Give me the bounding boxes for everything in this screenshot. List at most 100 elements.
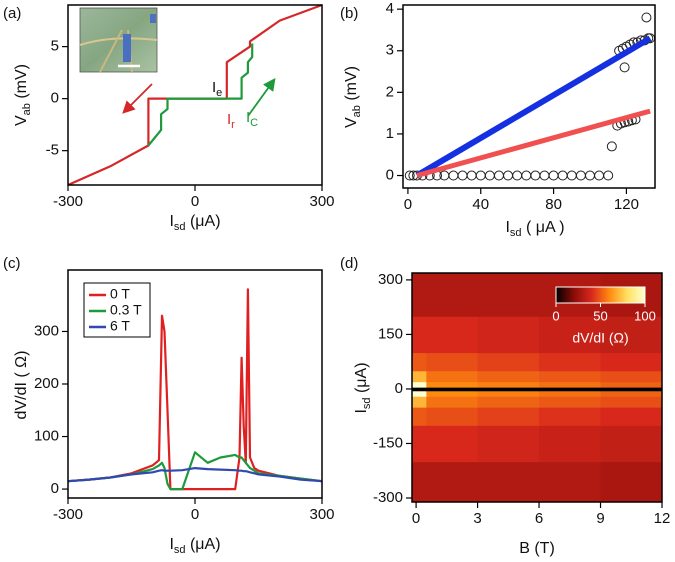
y-axis-label: Vab (mV): [343, 66, 363, 128]
scatter-point: [404, 170, 415, 181]
scatter-point: [557, 170, 568, 181]
heat-cell: [426, 316, 479, 354]
data-line: [67, 467, 323, 483]
heat-cell: [477, 352, 540, 372]
x-tick-label: 9: [596, 510, 604, 527]
scatter-point: [548, 170, 559, 181]
y-tick-label: 0: [386, 166, 394, 183]
heat-cell: [477, 396, 540, 408]
heat-cell: [426, 381, 479, 388]
x-tick-label: 0: [191, 506, 199, 523]
y-tick-label: 0: [395, 380, 403, 397]
scatter-point: [606, 141, 617, 152]
heat-cell: [477, 370, 540, 383]
heat-cell: [426, 407, 479, 426]
heat-cell: [412, 425, 427, 463]
heat-cell: [600, 381, 663, 388]
scatter-point: [641, 12, 652, 23]
data-line: [416, 108, 651, 178]
scatter-point: [457, 170, 468, 181]
subscript: sd: [510, 227, 522, 239]
x-tick-label: 0: [412, 510, 420, 527]
x-axis-label: B (T): [519, 540, 555, 557]
subscript: sd: [361, 397, 373, 409]
heat-cell: [477, 387, 540, 392]
label-part: I: [246, 109, 250, 126]
label-part: I: [505, 219, 509, 236]
heat-cell: [412, 407, 427, 426]
annotation: Ir: [227, 111, 235, 131]
scatter-point: [503, 170, 514, 181]
scatter-point: [521, 170, 532, 181]
label-part: (μA): [353, 362, 370, 397]
y-tick-label: -150: [373, 434, 403, 451]
y-tick-label: -300: [373, 489, 403, 506]
data-line: [67, 451, 323, 491]
y-tick-label: 200: [34, 375, 59, 392]
label-part: (mV): [13, 64, 30, 103]
label-part: I: [169, 536, 173, 553]
heat-cell: [477, 425, 540, 463]
y-tick-label: -5: [46, 142, 59, 159]
heat-cell: [600, 407, 663, 426]
subscript: sd: [174, 221, 186, 233]
plot-frame: [67, 4, 323, 186]
label-part: dV/dI ( Ω): [13, 351, 30, 420]
heat-cell: [539, 316, 602, 354]
x-tick-label: 40: [472, 196, 489, 213]
heat-cell: [412, 396, 427, 408]
y-axis-label: Isd (μA): [353, 362, 373, 413]
x-tick-label: 12: [654, 510, 671, 527]
heat-cell: [477, 381, 540, 388]
plot-frame: [411, 272, 663, 503]
data-line: [67, 3, 323, 187]
heat-cell: [539, 387, 602, 392]
label-part: I: [353, 409, 370, 413]
x-axis-label: Isd ( μA ): [505, 219, 564, 239]
data-line: [147, 43, 254, 147]
heat-cell: [412, 381, 427, 388]
scatter-point: [566, 170, 577, 181]
heat-cell: [539, 407, 602, 426]
subscript: C: [250, 117, 258, 129]
inset-photo: [79, 7, 158, 73]
subscript: ab: [21, 103, 33, 115]
heat-cell: [477, 407, 540, 426]
scatter-point: [584, 170, 595, 181]
y-tick-label: 0: [51, 480, 59, 497]
x-tick-label: 3: [473, 510, 481, 527]
scatter-point: [539, 170, 550, 181]
x-tick-label: -300: [53, 506, 83, 523]
heat-cell: [600, 370, 663, 383]
colorbar-label: dV/dI (Ω): [572, 330, 628, 346]
heat-cell: [477, 390, 540, 397]
heat-cell: [600, 461, 663, 503]
arrows: [122, 77, 276, 117]
heat-cell: [600, 396, 663, 408]
colorbar-tick-label: 50: [593, 308, 607, 323]
heat-cell: [539, 381, 602, 388]
x-tick-label: 300: [309, 193, 334, 210]
label-part: V: [13, 115, 30, 126]
heat-cell: [539, 425, 602, 463]
annotation: Ie: [212, 79, 222, 99]
heat-cell: [426, 425, 479, 463]
heat-cell: [600, 316, 663, 354]
heat-cell: [412, 316, 427, 354]
subscript: ab: [351, 105, 363, 117]
y-tick-label: 100: [34, 428, 59, 445]
heat-cell: [412, 461, 427, 503]
legend-label: 0 T: [110, 286, 130, 302]
y-tick-label: 3: [386, 42, 394, 59]
y-tick-label: 300: [34, 322, 59, 339]
scatter-point: [512, 170, 523, 181]
heat-cell: [539, 370, 602, 383]
x-tick-label: -300: [53, 193, 83, 210]
heat-cell: [426, 370, 479, 383]
heat-cell: [412, 370, 427, 383]
colorbar: [555, 286, 646, 304]
scatter-point: [619, 62, 630, 73]
y-axis-label: Vab (mV): [13, 64, 33, 126]
scatter-point: [603, 170, 614, 181]
